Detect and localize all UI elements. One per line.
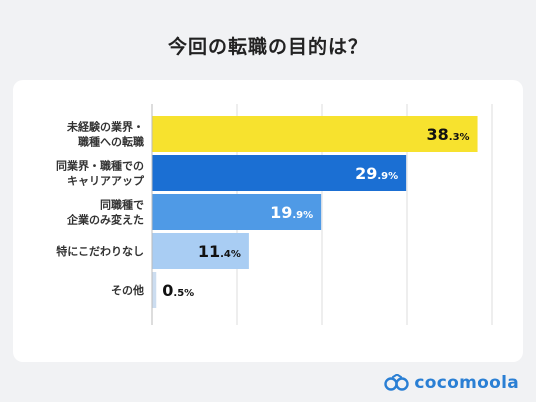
category-label: 特にこだわりなし [56,244,144,258]
bar [152,194,322,230]
value-label: 0.5% [162,281,194,300]
bar [152,272,157,308]
chart-card: 未経験の業界・職種への転職 38.3% 同業界・職種でのキャリアアップ 29.9% 同職… [13,80,523,362]
category-label: その他 [111,283,144,297]
value-label: 29.9% [355,164,398,183]
value-label: 19.9% [270,203,313,222]
page-title: 今回の転職の目的は？ [167,36,368,58]
brand-name: cocomoola [414,373,519,393]
cocomoola-logo-icon [384,374,410,391]
bar [152,233,249,269]
category-label: 未経験の業界・職種への転職 [66,120,144,149]
bar [152,116,478,152]
bar [152,155,407,191]
value-label: 11.4% [198,242,241,261]
brand-logo: cocomoola [384,371,519,395]
bar-chart: 未経験の業界・職種への転職 38.3% 同業界・職種でのキャリアアップ 29.9% 同職… [56,104,493,325]
category-label: 同職種で企業のみ変えた [66,198,144,227]
value-label: 38.3% [427,125,470,144]
category-label: 同業界・職種でのキャリアアップ [56,159,145,188]
